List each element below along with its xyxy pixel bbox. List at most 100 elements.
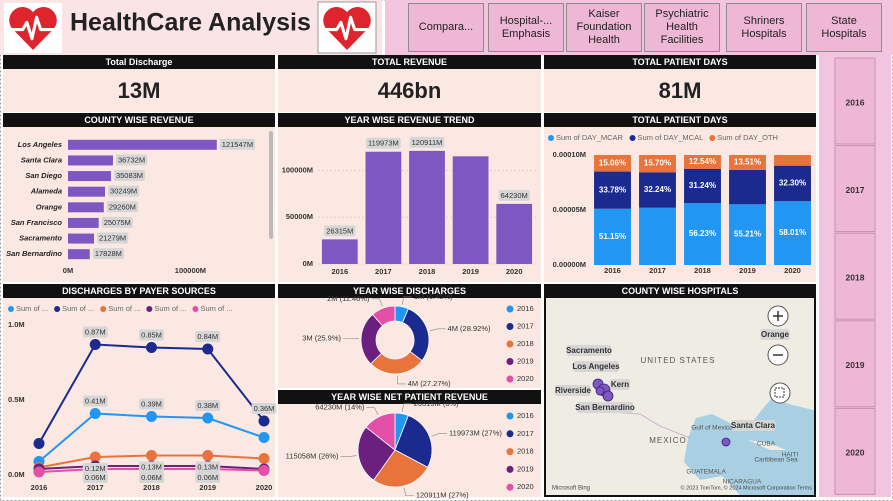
map-bubble[interactable]: [602, 390, 614, 402]
slicer-item[interactable]: [834, 320, 876, 408]
y-tick-label: 0.00010M: [553, 150, 586, 159]
bar-segment: [774, 165, 811, 202]
map-bubble[interactable]: [721, 437, 731, 447]
point: [258, 453, 270, 464]
bar: [68, 186, 106, 197]
nav-button[interactable]: Hospital-... Emphasis: [488, 3, 564, 52]
map-place: HAITI: [782, 452, 799, 459]
nav-button[interactable]: Shriners Hospitals: [726, 3, 802, 52]
bar-segment: [729, 204, 766, 265]
slicer-label[interactable]: 2020: [846, 448, 865, 458]
category-label: Los Angeles: [18, 140, 62, 149]
chart-title-bar: [3, 284, 275, 298]
chart-title: TOTAL PATIENT DAYS: [632, 115, 727, 125]
data-label-bg: [195, 461, 221, 473]
nav-button[interactable]: Psychiatric Health Facilities: [644, 3, 720, 52]
segment-label: 32.24%: [644, 185, 671, 194]
data-label-bg: [324, 225, 356, 237]
y-tick-label: 100000M: [282, 165, 313, 174]
slicer-item[interactable]: [834, 145, 876, 233]
data-label-bg: [566, 344, 612, 356]
data-label-bg: [731, 419, 776, 431]
point: [146, 450, 157, 461]
data-label: 121547M: [222, 140, 253, 149]
category-label: San Bernardino: [6, 249, 62, 258]
bar: [68, 217, 99, 228]
category-label: Sacramento: [19, 234, 62, 243]
map-label: Kern: [611, 380, 629, 389]
pie-slice: [394, 414, 433, 468]
legend-marker: [548, 135, 554, 141]
point: [33, 438, 45, 449]
legend-label: 2019: [517, 464, 534, 473]
segment-label: 33.78%: [599, 185, 626, 194]
bar: [452, 156, 489, 264]
x-tick-label: 2016: [31, 483, 48, 492]
map-bubble[interactable]: [595, 386, 605, 396]
nav-button[interactable]: State Hospitals: [806, 3, 882, 52]
point: [89, 339, 101, 350]
chart-title-bar: [544, 113, 816, 127]
slicer-item[interactable]: [834, 57, 876, 145]
slicer-label[interactable]: 2016: [846, 97, 865, 107]
slicer-label[interactable]: 2017: [846, 185, 865, 195]
data-label: 0.38M: [197, 401, 218, 410]
legend-label: Sum of ...: [62, 304, 94, 313]
map-label: Sacramento: [566, 346, 612, 355]
pie-slice: [372, 449, 429, 488]
slicer-item[interactable]: [834, 407, 876, 495]
legend-marker: [629, 135, 636, 141]
data-label: 0.13M: [141, 462, 162, 471]
legend-label: 2016: [517, 411, 534, 420]
y-tick-label: 0.5M: [8, 395, 25, 404]
map-place: Caribbean Sea: [754, 457, 798, 464]
nav-button[interactable]: Kaiser Foundation Health: [566, 3, 642, 52]
legend-marker: [506, 358, 514, 365]
bar-segment: [594, 208, 631, 265]
nav-button[interactable]: Compara...: [408, 3, 484, 52]
legend-label: 2018: [517, 339, 534, 348]
segment-label: 31.24%: [689, 181, 716, 190]
segment-label: 55.21%: [734, 230, 761, 239]
slicer-label[interactable]: 2018: [846, 272, 865, 282]
select-button[interactable]: [769, 382, 791, 404]
data-label-bg: [82, 462, 108, 474]
x-tick-label: 2018: [419, 267, 436, 276]
segment-label: 15.70%: [644, 159, 671, 168]
data-label: 64230M: [501, 191, 528, 200]
point: [258, 432, 270, 443]
bar: [68, 202, 104, 213]
bar-segment: [684, 154, 721, 169]
data-label-bg: [82, 471, 108, 483]
page-title: HealthCare Analysis: [70, 9, 311, 37]
slicer-item[interactable]: [834, 232, 876, 320]
legend-label: 2016: [517, 304, 534, 313]
map-place: GUATEMALA: [686, 469, 726, 476]
slice-label: 119973M (27%): [449, 429, 502, 438]
legend-label: Sum of ...: [108, 304, 140, 313]
bar: [496, 203, 533, 264]
legend-label: 2018: [517, 447, 534, 456]
data-label: 0.36M: [254, 404, 275, 413]
legend-marker: [146, 306, 153, 312]
x-tick-label: 2019: [199, 483, 216, 492]
data-label-bg: [139, 329, 164, 341]
slice-label: 2M (11.46%): [327, 294, 370, 303]
bar: [68, 155, 113, 166]
data-label: 0.87M: [85, 327, 106, 336]
bar-segment: [774, 155, 811, 166]
data-label-bg: [108, 185, 140, 197]
bar: [68, 139, 217, 150]
map-attribution: Microsoft Bing: [552, 486, 590, 492]
legend-marker: [192, 306, 199, 312]
data-label: 0.84M: [197, 332, 218, 341]
data-label-bg: [195, 330, 221, 342]
data-label-bg: [139, 398, 164, 410]
slicer-label[interactable]: 2019: [846, 360, 865, 370]
card-value: 446bn: [378, 78, 442, 103]
data-label: 119973M: [368, 139, 399, 148]
slice-label: 4M (27.27%): [408, 379, 451, 388]
chart-title: YEAR WISE DISCHARGES: [353, 286, 466, 296]
card-value: 81M: [659, 78, 702, 103]
